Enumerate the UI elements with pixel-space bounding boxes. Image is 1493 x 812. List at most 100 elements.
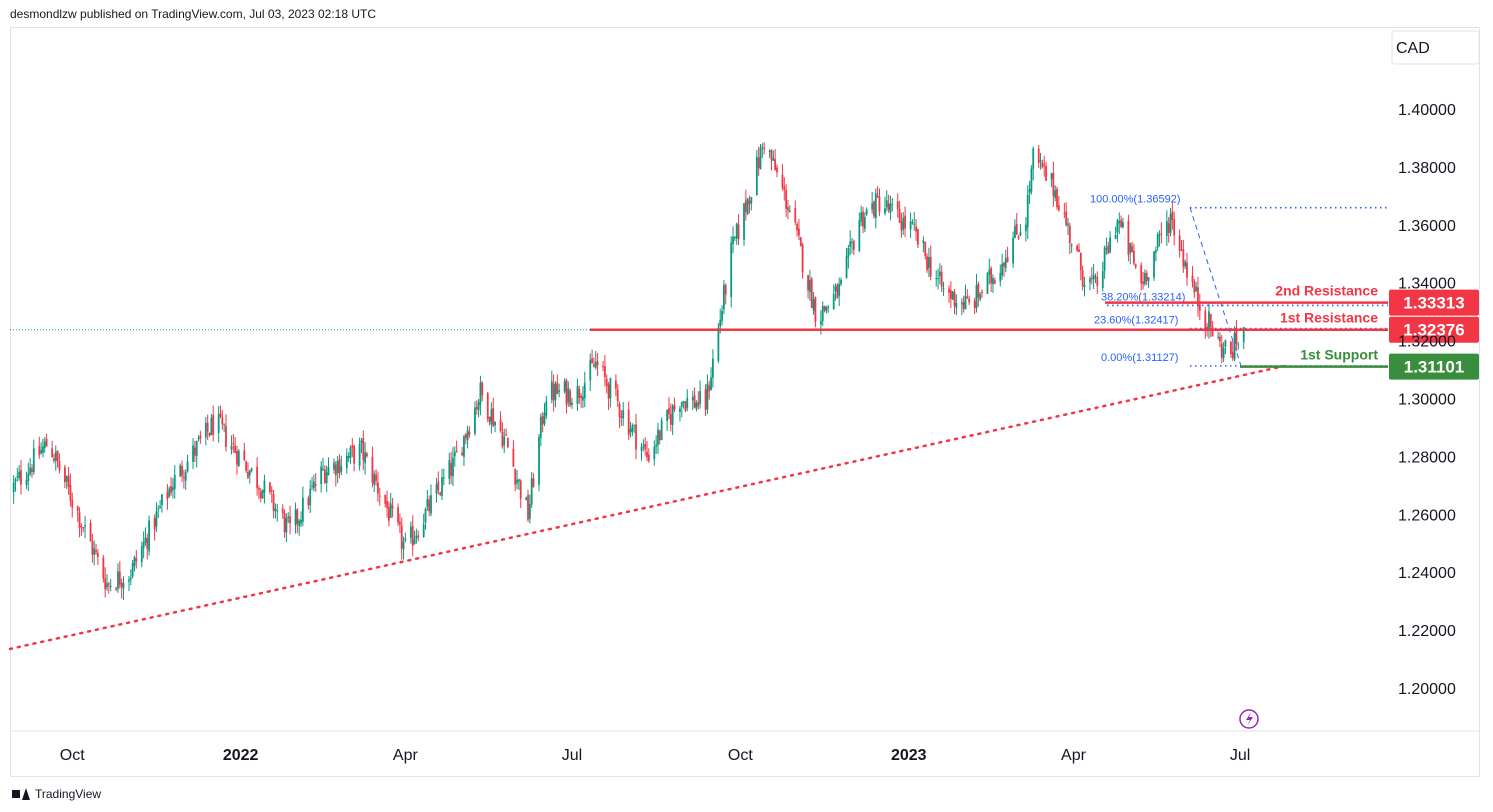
candle-body (858, 220, 861, 251)
candle-body (898, 209, 901, 223)
candle-body (82, 527, 85, 529)
candle-body (38, 446, 41, 456)
candle-body (550, 381, 553, 400)
candle-body (157, 508, 160, 510)
footer-brand-label: TradingView (35, 787, 102, 801)
x-tick-label: Apr (1061, 747, 1087, 764)
candle-body (1140, 264, 1143, 283)
level-price-tag (1389, 353, 1479, 380)
candle-body (1070, 244, 1073, 246)
candle-body (1147, 277, 1150, 282)
candle-body (1145, 272, 1148, 282)
candle-body (838, 283, 841, 296)
candle-body (64, 467, 66, 483)
candle-body (417, 535, 420, 538)
candle-body (924, 241, 927, 257)
candle-body (415, 535, 418, 539)
candle-body (287, 516, 290, 518)
candle-body (25, 480, 28, 485)
candle-body (528, 504, 531, 519)
candle-body (937, 277, 939, 279)
candle-body (115, 588, 118, 590)
candle-body (642, 445, 645, 447)
candle-body (468, 431, 471, 435)
candle-body (836, 284, 839, 299)
candle-body (1173, 219, 1176, 236)
candle-body (80, 525, 83, 527)
snapshot-icon[interactable] (1239, 709, 1259, 729)
candle-body (270, 490, 273, 492)
candle-body (594, 361, 597, 368)
candle-body (494, 421, 496, 426)
candle-body (860, 212, 863, 222)
candle-body (58, 461, 61, 470)
candle-body (845, 256, 848, 278)
candle-body (847, 248, 850, 258)
candle-body (1193, 281, 1196, 293)
candle-body (1032, 148, 1035, 169)
candle-body (558, 390, 561, 393)
candle-body (721, 310, 723, 321)
candle-body (653, 446, 656, 460)
candle-body (206, 422, 209, 432)
candle-body (635, 424, 637, 450)
time-axis[interactable]: Oct 2022 Apr Jul Oct 2023 Apr Jul (10, 730, 1480, 764)
candle-body (1120, 219, 1122, 228)
candle-body (1012, 237, 1014, 264)
candle-body (532, 478, 535, 488)
candle-body (247, 472, 249, 478)
candle-body (788, 210, 791, 213)
candle-body (1092, 275, 1095, 280)
candle-body (1237, 344, 1240, 346)
level-label: 2nd Resistance (1275, 283, 1378, 299)
candle-body (1078, 249, 1080, 253)
y-tick-label: 1.28000 (1398, 449, 1456, 466)
candle-body (556, 382, 559, 394)
candle-body (107, 583, 110, 585)
candle-body (525, 497, 528, 501)
candle-body (1186, 262, 1188, 278)
candle-body (1037, 148, 1040, 163)
candle-body (1219, 336, 1221, 342)
fibonacci-layer: 100.00%(1.36592) 38.20%(1.33214) 23.60%(1.… (1090, 194, 1388, 367)
candle-body (691, 397, 694, 401)
candle-body (450, 463, 453, 476)
candle-body (256, 466, 259, 489)
candle-body (1127, 221, 1130, 255)
candle-body (135, 558, 138, 562)
candle-body (922, 240, 925, 244)
chart-frame (10, 27, 1480, 777)
candle-body (334, 464, 337, 476)
candle-body (1116, 220, 1119, 233)
candle-body (40, 450, 43, 454)
footer-brand[interactable]: TradingView (12, 787, 101, 801)
candle-body (448, 460, 451, 479)
y-tick-label: 1.20000 (1398, 681, 1456, 698)
candle-body (65, 475, 68, 482)
candle-body (274, 508, 277, 512)
candle-body (360, 440, 363, 444)
candle-body (1211, 327, 1214, 337)
candle-body (441, 477, 443, 496)
candle-body (120, 582, 123, 588)
candle-body (452, 457, 454, 477)
candle-body (453, 452, 456, 457)
candle-body (371, 456, 374, 484)
candle-body (173, 474, 176, 490)
candle-body (1096, 277, 1099, 286)
candle-body (589, 360, 592, 381)
candle-body (966, 296, 969, 299)
candle-body (223, 423, 226, 425)
candle-body (140, 546, 143, 563)
candle-body (300, 520, 302, 524)
candle-body (14, 479, 17, 482)
price-axis[interactable]: CAD 1.400001.380001.360001.340001.320001… (1391, 30, 1480, 698)
candle-body (1156, 234, 1159, 248)
candle-body (927, 257, 930, 268)
candle-body (129, 577, 132, 580)
candle-body (464, 434, 467, 439)
currency-box[interactable] (1391, 30, 1480, 65)
candle-body (272, 494, 275, 511)
candle-body (153, 518, 156, 530)
